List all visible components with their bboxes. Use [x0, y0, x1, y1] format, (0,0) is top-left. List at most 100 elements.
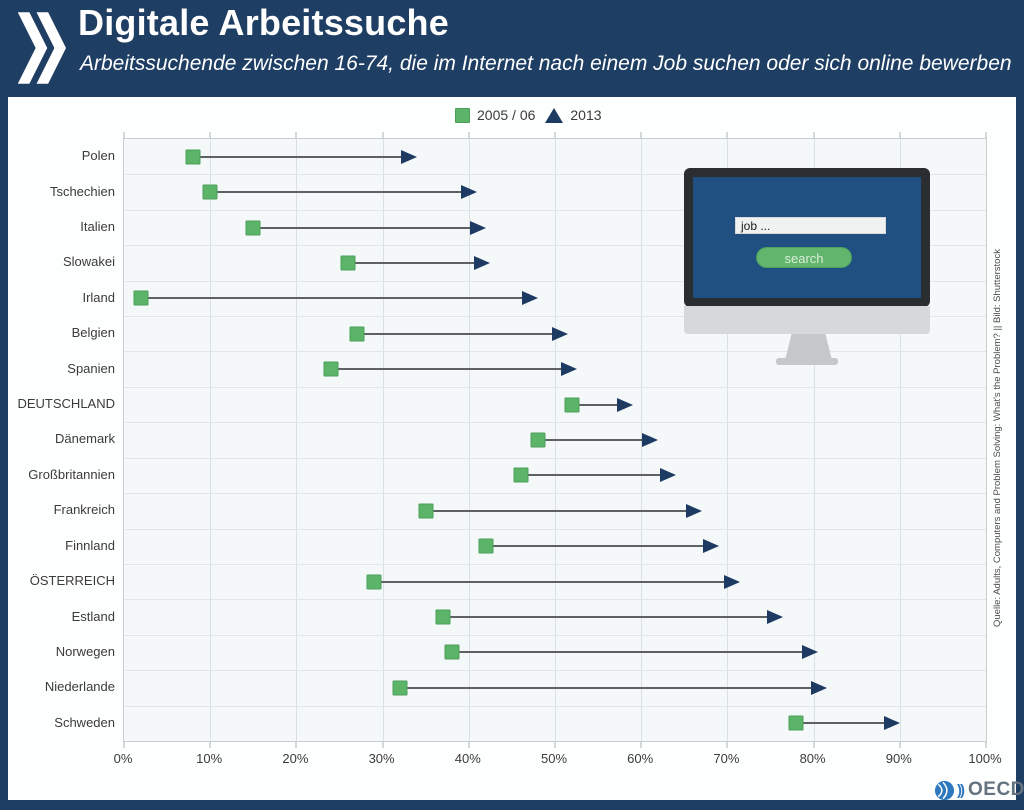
- green-square-icon: [455, 107, 470, 123]
- marker-arrow-2013: [551, 326, 568, 341]
- tick-mark-bottom: [209, 742, 211, 748]
- marker-square-2005: [530, 432, 546, 448]
- marker-square-2005: [392, 680, 408, 696]
- gridline-horizontal: [124, 245, 986, 247]
- tick-mark-top: [209, 132, 211, 138]
- marker-square-2005: [323, 361, 339, 377]
- marker-arrow-2013: [702, 539, 719, 554]
- gridline-vertical: [210, 139, 212, 741]
- tick-mark-bottom: [123, 742, 125, 748]
- legend-2005-label: 2005 / 06: [477, 107, 536, 123]
- tick-mark-bottom: [640, 742, 642, 748]
- marker-square-2005: [478, 538, 494, 554]
- x-axis: 0% 10% 20% 30% 40% 50% 60% 70% 80% 90% 100%: [114, 751, 1002, 771]
- marker-arrow-2013: [642, 433, 659, 447]
- marker-square-2005: [185, 149, 201, 165]
- country-label: Großbritannien: [28, 466, 115, 482]
- tick-mark-top: [554, 132, 556, 138]
- gridline-horizontal: [124, 528, 986, 530]
- country-label: Schweden: [54, 714, 115, 730]
- marker-square-2005: [444, 644, 460, 660]
- connector-line: [348, 261, 488, 264]
- marker-square-2005: [133, 290, 149, 306]
- header: Digitale Arbeitssuche Arbeitssuchende zw…: [0, 0, 1024, 97]
- monitor-search-button: search: [756, 247, 852, 268]
- country-label: Slowakei: [62, 254, 115, 270]
- tick-mark-bottom: [985, 742, 987, 748]
- tick-mark-top: [726, 132, 728, 138]
- marker-square-2005: [435, 609, 451, 625]
- x-axis-label: 50%: [540, 751, 568, 766]
- marker-arrow-2013: [474, 255, 491, 270]
- connector-line: [399, 686, 824, 689]
- gridline-horizontal: [124, 422, 986, 424]
- tick-mark-bottom: [554, 742, 556, 748]
- gridline-horizontal: [124, 563, 986, 565]
- tick-mark-bottom: [726, 742, 728, 748]
- tick-mark-bottom: [295, 742, 297, 748]
- country-label: Tschechien: [49, 183, 115, 199]
- tick-mark-top: [123, 132, 125, 138]
- x-axis-label: 80%: [799, 751, 826, 766]
- connector-line: [192, 155, 415, 158]
- tick-mark-top: [813, 132, 815, 138]
- gridline-horizontal: [124, 351, 986, 353]
- connector-line: [451, 651, 815, 654]
- tick-mark-top: [295, 132, 297, 138]
- gridline-vertical: [468, 139, 470, 741]
- tick-mark-top: [985, 132, 987, 138]
- monitor-stand: [785, 334, 832, 360]
- monitor-search-input: job ...: [735, 217, 886, 234]
- marker-arrow-2013: [801, 645, 818, 660]
- monitor-screen: job ... search: [693, 177, 921, 298]
- connector-line: [253, 226, 484, 229]
- source-note: Quelle: Adults, Computers and Problem So…: [992, 249, 1003, 627]
- connector-line: [210, 191, 475, 194]
- country-label: Belgien: [71, 325, 115, 341]
- marker-arrow-2013: [767, 610, 784, 625]
- gridline-horizontal: [124, 457, 986, 459]
- marker-square-2005: [245, 220, 261, 236]
- gridline-horizontal: [124, 599, 986, 601]
- gridline-horizontal: [124, 209, 986, 211]
- country-labels-column: Polen Tschechien Italien Slowakei Irland Belg…: [8, 138, 115, 740]
- marker-arrow-2013: [560, 362, 577, 377]
- marker-square-2005: [564, 397, 580, 413]
- gridline-vertical: [296, 139, 298, 741]
- navy-triangle-icon: [545, 107, 564, 123]
- gridline-horizontal: [124, 670, 986, 672]
- country-label: Finnland: [65, 537, 115, 553]
- gridline-horizontal: [124, 280, 986, 282]
- tick-mark-top: [382, 132, 384, 138]
- marker-square-2005: [340, 255, 356, 271]
- x-axis-label: 70%: [713, 751, 740, 766]
- marker-square-2005: [202, 184, 218, 200]
- legend-item-2013: 2013: [545, 107, 602, 123]
- oecd-logo: )) OECD: [934, 779, 1024, 801]
- x-axis-label: 40%: [454, 751, 481, 766]
- country-label: Estland: [71, 608, 115, 624]
- tick-mark-top: [640, 132, 642, 138]
- oecd-chevrons-icon: )): [957, 781, 965, 799]
- x-axis-label: 10%: [196, 751, 223, 766]
- marker-square-2005: [366, 574, 382, 590]
- country-label: Norwegen: [55, 643, 115, 659]
- marker-arrow-2013: [810, 680, 827, 695]
- gridline-horizontal: [124, 493, 986, 495]
- country-label: Polen: [81, 148, 115, 164]
- connector-line: [572, 403, 630, 406]
- tick-mark-top: [899, 132, 901, 138]
- gridline-horizontal: [124, 705, 986, 707]
- gridline-horizontal: [124, 386, 986, 388]
- monitor-illustration: job ... search: [684, 168, 930, 368]
- connector-line: [356, 332, 565, 335]
- country-label: Frankreich: [53, 502, 115, 518]
- country-label: Italien: [80, 219, 115, 235]
- marker-arrow-2013: [685, 503, 702, 518]
- marker-square-2005: [418, 503, 434, 519]
- connector-line: [486, 545, 716, 548]
- marker-arrow-2013: [470, 220, 487, 235]
- gridline-vertical: [727, 139, 729, 741]
- x-axis-label: 20%: [282, 751, 309, 766]
- page-subtitle: Arbeitssuchende zwischen 16-74, die im I…: [80, 52, 1012, 75]
